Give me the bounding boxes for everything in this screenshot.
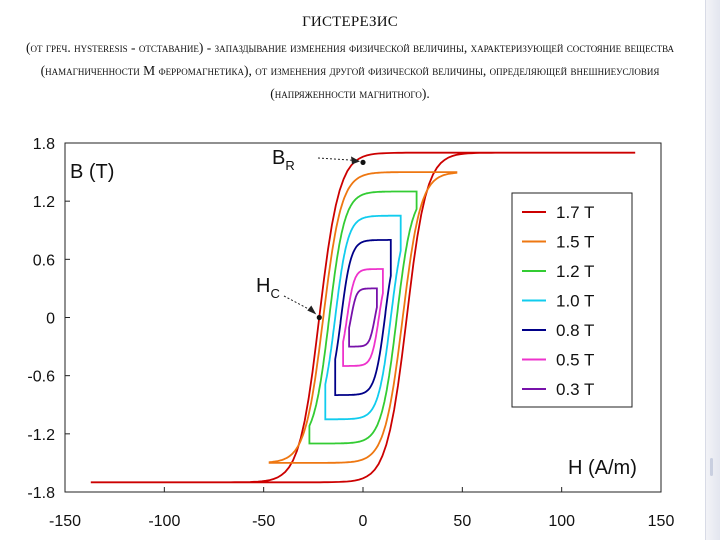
legend-label: 0.5 T — [556, 351, 594, 370]
x-tick-label: -100 — [148, 513, 180, 530]
legend-label: 1.2 T — [556, 262, 594, 281]
br-point — [360, 159, 366, 165]
legend-label: 0.8 T — [556, 321, 594, 340]
y-axis-label: B (T) — [70, 161, 114, 183]
hc-arrowhead — [307, 305, 317, 315]
slide-title: ГИСТЕРЕЗИС — [302, 14, 398, 30]
y-tick-label: 0 — [46, 311, 55, 328]
br-label: BR — [272, 147, 295, 173]
br-subscript: R — [285, 158, 294, 173]
ticks-group: 1.8 1.2 0.6 0 -0.6 -1.2 -1.8 -150 -100 -50 0 50 100 1… — [27, 136, 674, 530]
y-tick-label: 0.6 — [33, 252, 55, 269]
hc-subscript: C — [270, 286, 279, 301]
hc-point — [316, 314, 322, 321]
loop-03 — [348, 287, 378, 348]
legend-label: 1.5 T — [556, 233, 594, 252]
hc-label: HC — [256, 275, 280, 301]
slide-frame-edge — [705, 0, 720, 540]
loop-05 — [342, 268, 384, 367]
y-tick-label: -1.8 — [27, 485, 55, 502]
x-tick-label: 50 — [453, 513, 471, 530]
loop-10 — [324, 214, 402, 421]
hc-pointer — [283, 295, 314, 312]
loop-15 — [268, 171, 458, 464]
y-tick-label: -1.2 — [27, 427, 55, 444]
legend: 1.7 T 1.5 T 1.2 T 1.0 T 0.8 T 0.5 T 0.3 T — [511, 192, 633, 408]
legend-label: 1.7 T — [556, 203, 594, 222]
x-tick-label: -50 — [252, 513, 275, 530]
legend-label: 1.0 T — [556, 292, 594, 311]
slide-subtitle: (от греч. hysteresis - отставание) - зап… — [25, 40, 675, 101]
y-tick-label: -0.6 — [27, 369, 55, 386]
loop-17 — [90, 151, 636, 484]
x-tick-label: 100 — [548, 513, 575, 530]
x-tick-label: 150 — [648, 513, 675, 530]
loops-group — [90, 151, 636, 484]
legend-label: 0.3 T — [556, 380, 594, 399]
x-axis-label: H (A/m) — [568, 457, 637, 479]
frame-notch — [710, 458, 713, 476]
y-tick-label: 1.2 — [33, 194, 55, 211]
loop-12 — [308, 190, 418, 445]
x-tick-label: -150 — [49, 513, 81, 530]
br-arrowhead — [351, 156, 360, 165]
x-tick-label: 0 — [359, 513, 368, 530]
y-tick-label: 1.8 — [33, 136, 55, 153]
loop-08 — [334, 239, 392, 396]
br-pointer — [317, 157, 356, 161]
